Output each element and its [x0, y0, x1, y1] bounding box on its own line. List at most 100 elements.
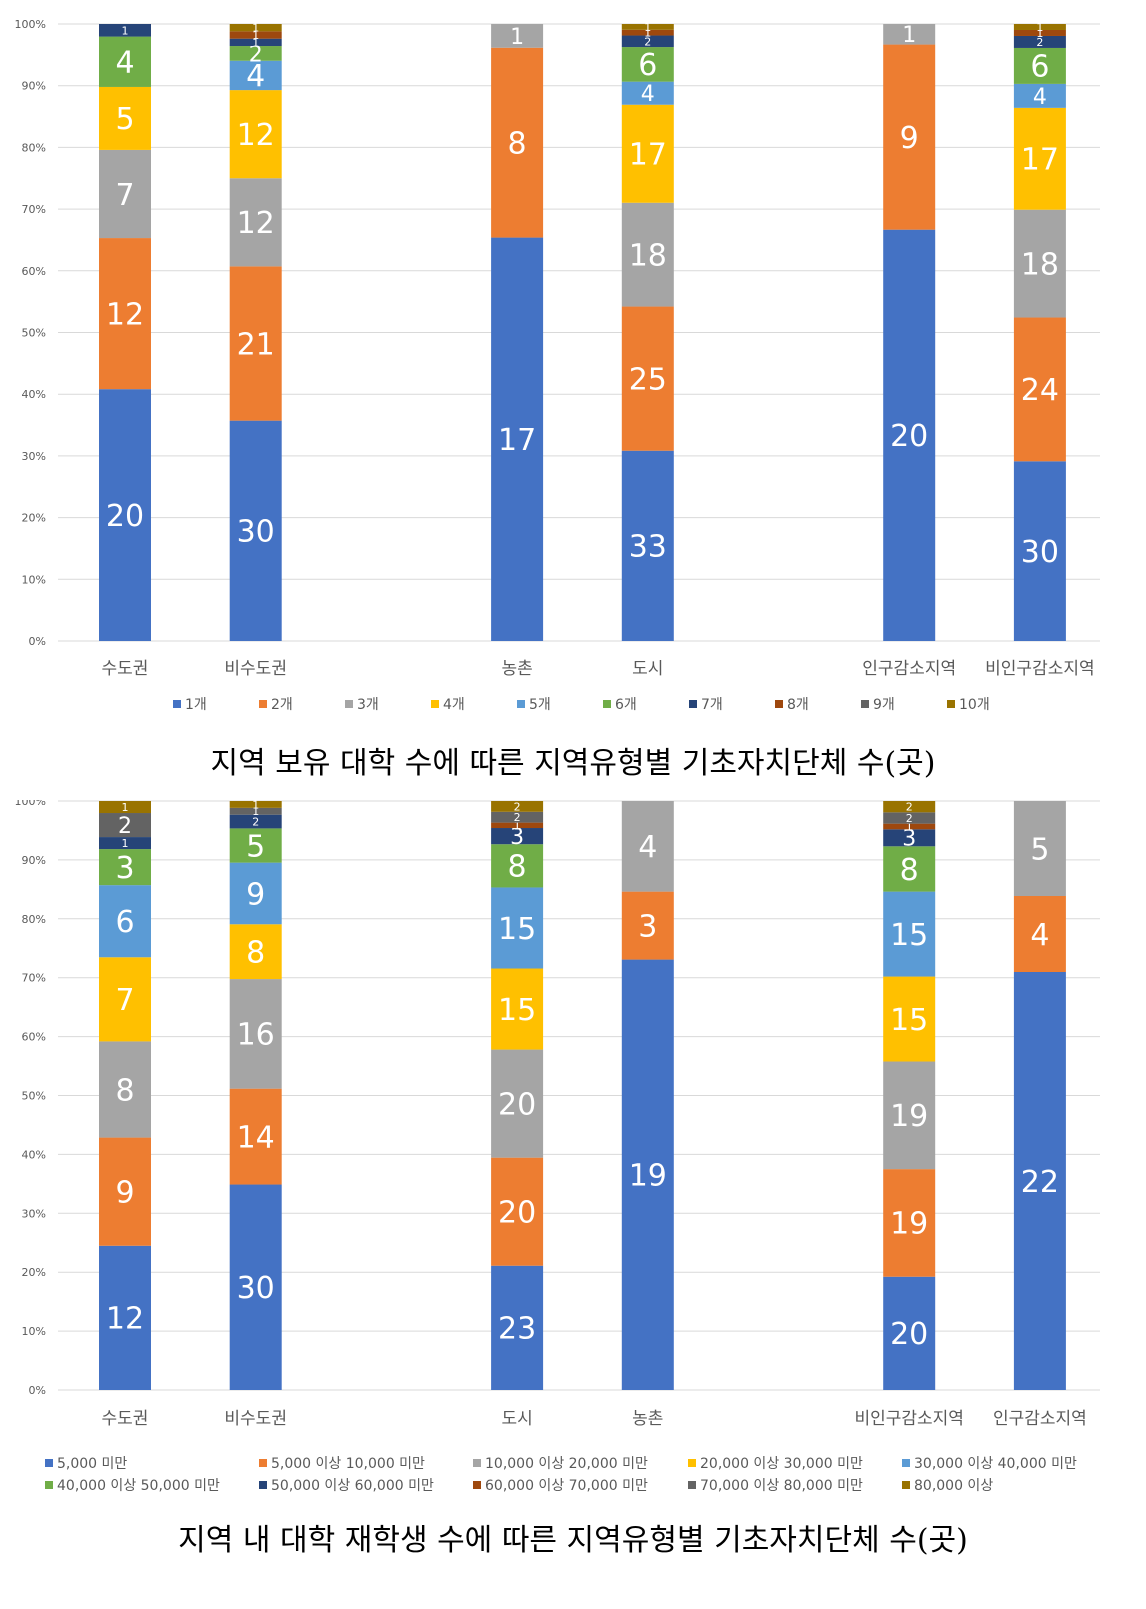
- legend-swatch: [259, 1481, 267, 1489]
- legend-entry: 70,000 이상 80,000 미만: [700, 1478, 863, 1494]
- y-tick-label: 10%: [22, 573, 46, 586]
- bar-segment: [99, 801, 151, 814]
- bar-segment: [491, 24, 544, 48]
- data-label: 21: [237, 327, 275, 362]
- bar-segment: [229, 46, 282, 61]
- bar-segment: [491, 801, 544, 812]
- data-label: 14: [237, 1120, 275, 1155]
- data-label: 2: [514, 811, 521, 824]
- bar-segment: [229, 807, 282, 815]
- data-label: 12: [106, 297, 144, 332]
- bar-segment: [1013, 35, 1066, 48]
- legend-swatch: [45, 1481, 53, 1489]
- data-label: 1: [902, 23, 916, 48]
- data-label: 30: [1021, 535, 1059, 570]
- bar-segment: [1013, 209, 1066, 318]
- bar-segment: [99, 837, 151, 850]
- legend-swatch: [902, 1459, 910, 1467]
- data-label: 2: [249, 42, 263, 67]
- bar-segment: [229, 801, 282, 808]
- data-label: 9: [246, 877, 265, 912]
- bar-segment: [1013, 896, 1066, 972]
- bar-segment: [99, 86, 151, 150]
- legend-entry: 5,000 미만: [57, 1456, 127, 1472]
- bar-segment: [99, 238, 151, 390]
- legend-entry: 6개: [615, 697, 637, 713]
- bar-segment: [621, 104, 674, 203]
- bar-segment: [229, 178, 282, 267]
- data-label: 8: [115, 1073, 134, 1108]
- category-label: 도시: [501, 1409, 532, 1429]
- data-label: 20: [890, 419, 928, 454]
- bar-segment: [1013, 972, 1066, 1390]
- data-label: 1: [252, 22, 259, 35]
- data-label: 8: [900, 853, 919, 888]
- legend-entry: 2개: [271, 697, 293, 713]
- bar-segment: [229, 31, 282, 39]
- data-label: 1: [514, 819, 521, 832]
- chart-university-count: 0%10%20%30%40%50%60%70%80%90%100%2012754…: [15, 18, 1100, 781]
- category-label: 수도권: [102, 1409, 149, 1429]
- data-label: 24: [1021, 373, 1059, 408]
- legend-entry: 10,000 이상 20,000 미만: [485, 1456, 648, 1472]
- data-label: 7: [115, 178, 134, 213]
- bar-segment: [99, 1137, 151, 1246]
- data-label: 3: [902, 827, 916, 852]
- bar-segment: [883, 829, 936, 847]
- bar-segment: [621, 959, 674, 1390]
- y-tick-label: 0%: [29, 1384, 46, 1397]
- bar-segment: [883, 1061, 936, 1170]
- data-label: 2: [906, 801, 913, 814]
- y-tick-label: 40%: [22, 1148, 46, 1161]
- data-label: 15: [890, 1003, 928, 1038]
- data-label: 12: [237, 118, 275, 153]
- legend-entry: 20,000 이상 30,000 미만: [700, 1456, 863, 1472]
- data-label: 3: [638, 909, 657, 944]
- bar-segment: [99, 1245, 151, 1390]
- legend-entry: 30,000 이상 40,000 미만: [914, 1456, 1077, 1472]
- data-label: 8: [508, 850, 527, 885]
- data-label: 30: [237, 515, 275, 550]
- category-label: 수도권: [102, 659, 149, 679]
- bar-segment: [229, 266, 282, 421]
- legend-swatch: [688, 1481, 696, 1489]
- data-label: 2: [252, 816, 259, 829]
- legend-swatch: [473, 1481, 481, 1489]
- bar-segment: [99, 36, 151, 87]
- y-tick-label: 10%: [22, 1325, 46, 1338]
- bar-segment: [99, 1041, 151, 1138]
- data-label: 20: [498, 1195, 536, 1230]
- data-label: 19: [890, 1099, 928, 1134]
- data-label: 33: [629, 530, 667, 565]
- data-label: 23: [498, 1312, 536, 1347]
- chart-caption: 지역 내 대학 재학생 수에 따른 지역유형별 기초자치단체 수(곳): [178, 1523, 968, 1558]
- data-label: 2: [514, 800, 521, 813]
- legend-swatch: [517, 700, 525, 708]
- data-label: 1: [510, 25, 524, 50]
- bar-segment: [883, 44, 936, 230]
- y-tick-label: 20%: [22, 512, 46, 525]
- legend-entry: 8개: [787, 697, 809, 713]
- bar-segment: [1013, 83, 1066, 108]
- data-label: 2: [118, 814, 132, 839]
- legend-entry: 1개: [185, 697, 207, 713]
- data-label: 1: [906, 820, 913, 833]
- y-tick-label: 50%: [22, 327, 46, 340]
- bar-segment: [883, 229, 936, 641]
- data-label: 3: [115, 851, 134, 886]
- legend-swatch: [775, 700, 783, 708]
- data-label: 8: [508, 126, 527, 161]
- bar-segment: [1013, 29, 1066, 36]
- data-label: 6: [638, 48, 657, 83]
- data-label: 17: [1021, 143, 1059, 178]
- data-label: 9: [115, 1175, 134, 1210]
- data-label: 5: [115, 102, 134, 137]
- chart-caption: 지역 보유 대학 수에 따른 지역유형별 기초자치단체 수(곳): [211, 746, 936, 781]
- data-label: 1: [644, 21, 651, 34]
- category-label: 인구감소지역: [862, 659, 956, 679]
- data-label: 4: [246, 59, 265, 94]
- bar-segment: [621, 47, 674, 82]
- data-label: 4: [638, 830, 657, 865]
- data-label: 7: [115, 983, 134, 1018]
- bar-segment: [229, 814, 282, 829]
